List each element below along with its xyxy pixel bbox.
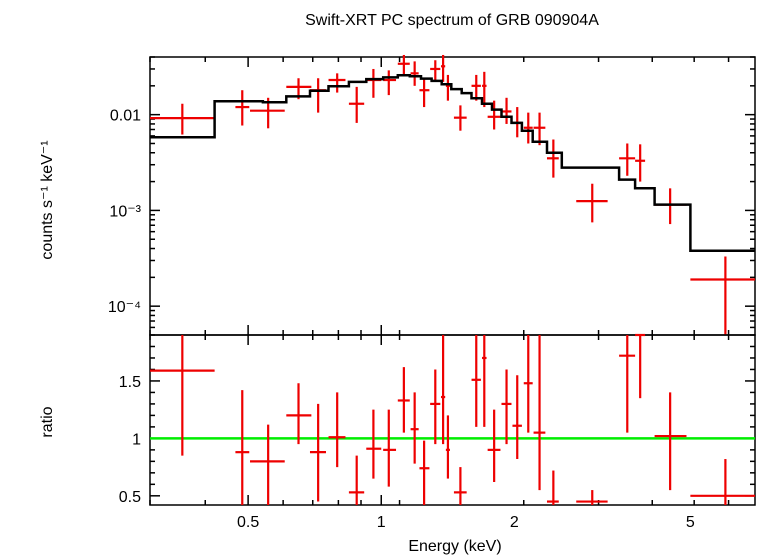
bottom-data-point xyxy=(654,392,687,491)
bottom-y-tick-label: 0.5 xyxy=(119,489,141,506)
bottom-data-point xyxy=(430,369,441,445)
bottom-data-point xyxy=(471,335,481,427)
x-tick-label: 0.5 xyxy=(237,514,259,531)
bottom-data-point xyxy=(419,440,430,505)
ratio-panel: 0.5 1 1.5 0.5 1 2 5 xyxy=(119,333,756,531)
bottom-data-point xyxy=(328,392,346,468)
bottom-data-point xyxy=(366,409,382,479)
bottom-data-point xyxy=(348,455,365,505)
spectrum-panel: 0.01 10⁻³ 10⁻⁴ xyxy=(108,54,756,336)
top-data-point xyxy=(453,105,467,131)
bottom-data-point xyxy=(383,409,397,487)
bottom-data-point xyxy=(441,335,446,445)
bottom-data-point xyxy=(501,369,512,445)
top-data-point xyxy=(348,86,365,123)
bottom-data-point xyxy=(286,383,312,445)
chart-title: Swift-XRT PC spectrum of GRB 090904A xyxy=(305,12,599,29)
bottom-data-point xyxy=(533,335,546,491)
top-data-point xyxy=(471,74,481,101)
bottom-data-point xyxy=(482,335,487,427)
bottom-data-point xyxy=(235,390,250,505)
x-tick-label: 2 xyxy=(510,514,519,531)
top-y-tick-label: 0.01 xyxy=(110,108,141,125)
bottom-data-point xyxy=(690,459,755,505)
top-plot-frame xyxy=(149,56,756,336)
bottom-data-point xyxy=(410,392,419,464)
bottom-plot-frame xyxy=(149,334,756,506)
bottom-data-point xyxy=(546,470,559,505)
top-y-tick-label: 10⁻⁴ xyxy=(108,299,141,316)
bottom-data-point xyxy=(635,333,646,399)
top-data-point xyxy=(654,188,687,225)
top-data-point xyxy=(533,112,546,146)
model-step-line xyxy=(150,73,755,252)
bottom-data-point xyxy=(487,409,501,483)
top-data-point xyxy=(501,97,512,124)
top-data-point xyxy=(366,68,382,98)
top-data-point xyxy=(383,70,397,96)
top-data-point xyxy=(690,256,755,335)
top-data-point xyxy=(523,112,533,144)
bottom-data-point xyxy=(453,467,467,505)
x-axis-label: Energy (keV) xyxy=(408,538,501,555)
top-data-point xyxy=(487,100,501,130)
bottom-data-point xyxy=(619,335,636,433)
x-tick-label: 5 xyxy=(686,514,695,531)
top-data-point xyxy=(619,143,636,176)
top-data-point xyxy=(309,78,326,113)
bottom-data-point xyxy=(150,335,215,456)
top-data-point xyxy=(482,71,487,108)
bottom-data-point xyxy=(445,415,450,479)
top-data-point xyxy=(419,78,430,108)
top-y-tick-label: 10⁻³ xyxy=(109,203,141,220)
top-data-point xyxy=(441,54,446,82)
bottom-data-point xyxy=(512,375,522,460)
top-data-point xyxy=(410,61,419,86)
top-data-point xyxy=(546,139,559,178)
top-data-point xyxy=(445,74,450,101)
bottom-data-point xyxy=(523,335,533,433)
bottom-y-axis-label: ratio xyxy=(39,406,56,437)
top-data-point xyxy=(235,90,250,126)
top-data-point xyxy=(635,144,646,182)
top-data-point xyxy=(397,54,410,75)
bottom-y-tick-label: 1.5 xyxy=(119,374,141,391)
bottom-data-point xyxy=(250,424,285,505)
top-y-axis-label: counts s⁻¹ keV⁻¹ xyxy=(39,140,56,259)
x-tick-label: 1 xyxy=(377,514,386,531)
top-data-point xyxy=(430,60,441,82)
bottom-data-point xyxy=(309,403,326,502)
top-data-point xyxy=(150,103,215,135)
bottom-y-tick-label: 1 xyxy=(132,431,141,448)
bottom-data-point xyxy=(397,367,410,433)
top-data-point xyxy=(576,183,608,223)
bottom-data-point xyxy=(576,490,608,505)
top-data-point xyxy=(328,73,346,93)
